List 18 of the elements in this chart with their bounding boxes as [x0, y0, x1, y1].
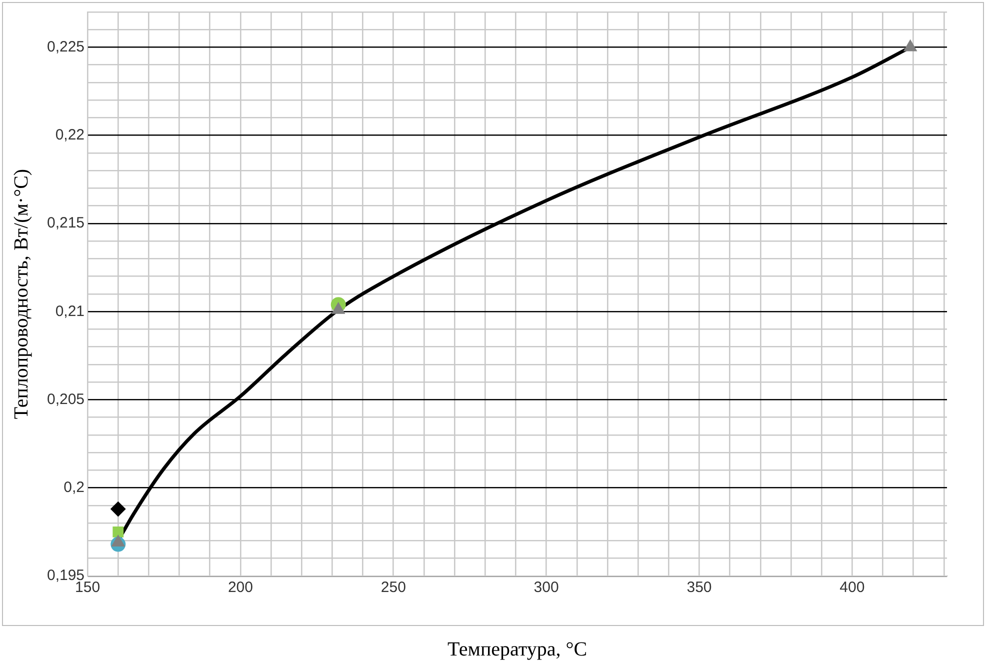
point	[904, 40, 917, 52]
x-tick-label: 250	[380, 579, 406, 596]
x-tick-label: 400	[840, 579, 865, 596]
y-tick-label: 0,225	[46, 38, 85, 56]
y-tick-label: 0,2	[64, 479, 85, 496]
x-tick-label: 350	[686, 579, 712, 596]
x-axis-title: Температура, °C	[447, 638, 588, 660]
x-tick-label: 300	[534, 579, 559, 596]
point	[112, 526, 124, 538]
y-axis-title: Теплопроводность, Вт/(м·°C)	[10, 168, 32, 420]
point	[112, 535, 125, 547]
x-tick-label: 200	[228, 579, 253, 596]
y-tick-label: 0,215	[46, 214, 85, 232]
y-tick-label: 0,21	[55, 302, 85, 320]
y-tick-label: 0,205	[46, 390, 85, 408]
y-tick-label: 0,22	[55, 126, 85, 144]
point	[110, 502, 126, 517]
point	[332, 302, 345, 314]
